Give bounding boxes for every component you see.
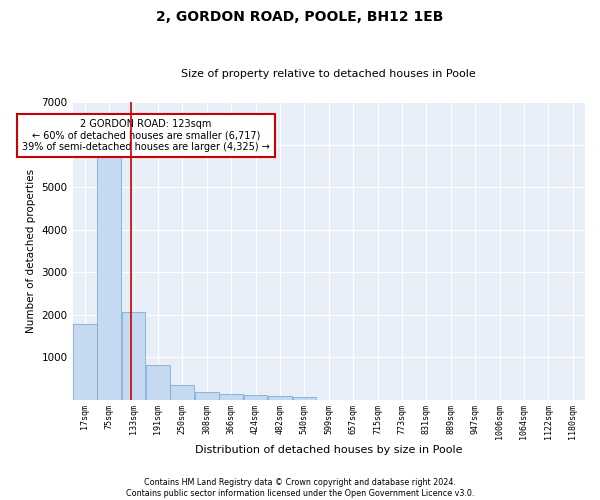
Bar	[220, 394, 243, 400]
Bar	[244, 395, 268, 400]
Bar	[293, 396, 316, 400]
Y-axis label: Number of detached properties: Number of detached properties	[26, 168, 36, 333]
Bar	[122, 312, 145, 400]
Text: Contains HM Land Registry data © Crown copyright and database right 2024.
Contai: Contains HM Land Registry data © Crown c…	[126, 478, 474, 498]
Bar	[73, 324, 97, 400]
X-axis label: Distribution of detached houses by size in Poole: Distribution of detached houses by size …	[195, 445, 463, 455]
Title: Size of property relative to detached houses in Poole: Size of property relative to detached ho…	[181, 69, 476, 79]
Bar	[97, 154, 121, 400]
Bar	[195, 392, 218, 400]
Bar	[170, 385, 194, 400]
Bar	[146, 364, 170, 400]
Bar	[268, 396, 292, 400]
Text: 2, GORDON ROAD, POOLE, BH12 1EB: 2, GORDON ROAD, POOLE, BH12 1EB	[157, 10, 443, 24]
Text: 2 GORDON ROAD: 123sqm
← 60% of detached houses are smaller (6,717)
39% of semi-d: 2 GORDON ROAD: 123sqm ← 60% of detached …	[22, 119, 269, 152]
